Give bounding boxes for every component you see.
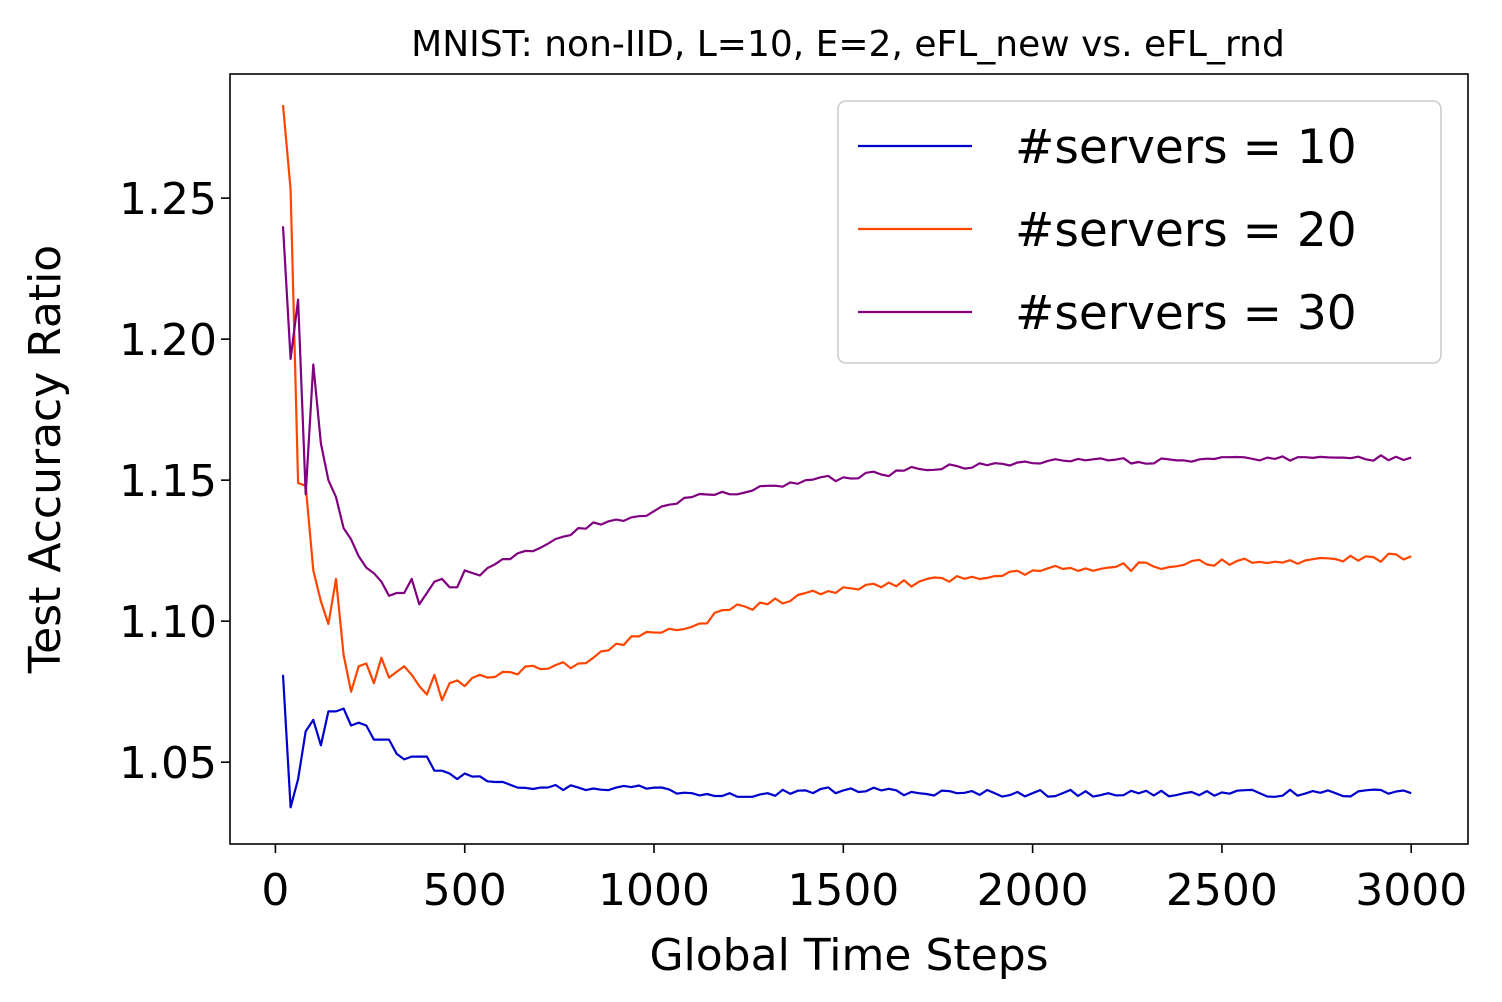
x-axis-title: Global Time Steps: [649, 930, 1048, 981]
x-tick-label: 2500: [1166, 865, 1278, 916]
legend-label: #servers = 30: [1015, 286, 1357, 341]
x-tick-label: 3000: [1355, 865, 1467, 916]
legend-box: [837, 100, 1442, 364]
x-tick-label: 2000: [977, 865, 1089, 916]
x-axis: 0 500 1000 1500 2000 2500 3000: [261, 844, 1467, 916]
legend-label: #servers = 20: [1015, 203, 1357, 258]
series-line: [281, 674, 1412, 809]
legend-label: #servers = 10: [1015, 120, 1357, 175]
y-tick-label: 1.05: [119, 738, 217, 789]
y-axis: 1.05 1.10 1.15 1.20 1.25: [119, 174, 230, 789]
y-tick-label: 1.25: [119, 174, 217, 225]
series-line: [281, 104, 1412, 702]
chart-title: MNIST: non-IID, L=10, E=2, eFL_new vs. e…: [411, 24, 1285, 65]
plot-area: [229, 73, 1469, 845]
legend: #servers = 10 #servers = 20 #servers = 30: [837, 100, 1442, 364]
x-tick-label: 500: [423, 865, 507, 916]
series-lines: [281, 104, 1412, 809]
x-tick-label: 1000: [598, 865, 710, 916]
series-line: [281, 226, 1412, 606]
y-tick-label: 1.10: [119, 597, 217, 648]
x-tick-label: 0: [261, 865, 289, 916]
y-tick-label: 1.15: [119, 456, 217, 507]
y-axis-title: Test Accuracy Ratio: [20, 245, 71, 674]
y-tick-label: 1.20: [119, 315, 217, 366]
x-tick-label: 1500: [787, 865, 899, 916]
